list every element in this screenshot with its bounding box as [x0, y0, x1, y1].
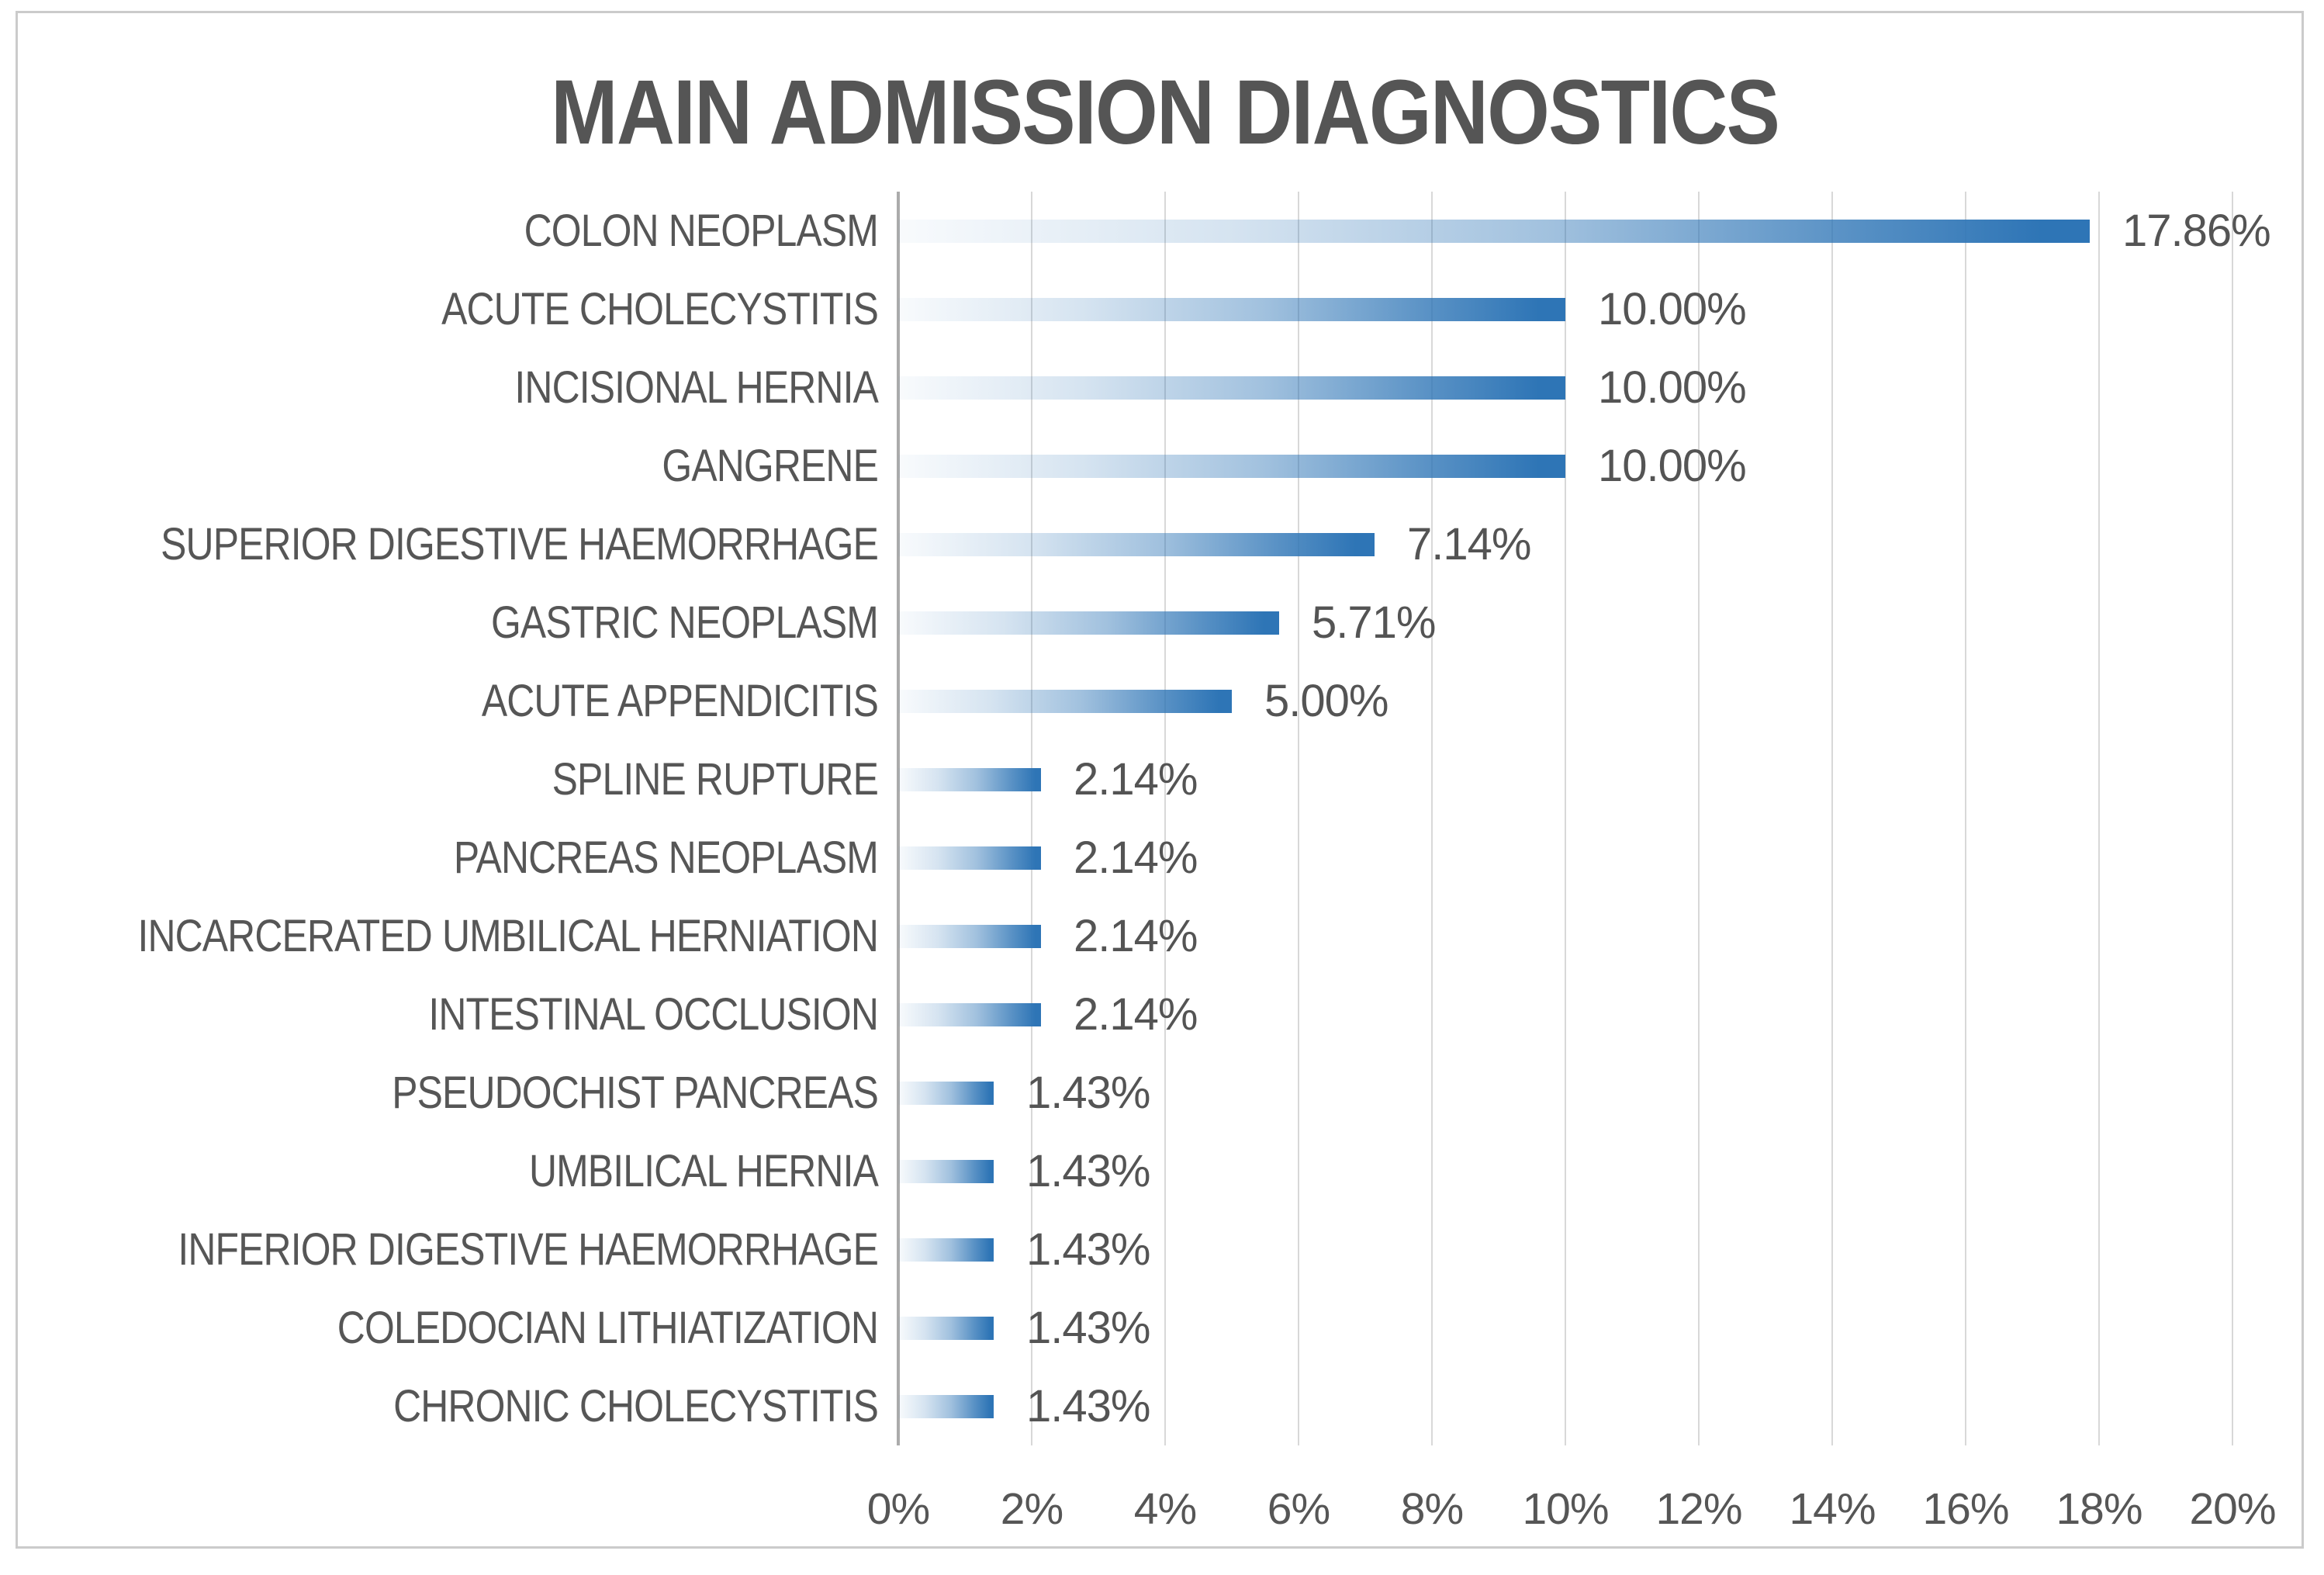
bar [898, 1316, 994, 1340]
y-axis-line [897, 192, 900, 1445]
vertical-gridline [1565, 192, 1566, 1445]
bar [898, 376, 1565, 400]
x-axis-tick-label: 8% [1400, 1484, 1464, 1534]
chart-title: MAIN ADMISSION DIAGNOSTICS [551, 61, 1780, 164]
x-axis-tick-label: 20% [2189, 1484, 2276, 1534]
bar [898, 1159, 994, 1183]
data-label: 5.71% [1312, 597, 1436, 648]
vertical-gridline [1298, 192, 1299, 1445]
x-axis-tick-label: 2% [1000, 1484, 1063, 1534]
data-label: 17.86% [2122, 205, 2271, 256]
bar [898, 689, 1232, 713]
category-label: PSEUDOCHIST PANCREAS [392, 1067, 879, 1118]
data-label: 2.14% [1074, 753, 1198, 805]
vertical-gridline [2098, 192, 2100, 1445]
category-label: ACUTE CHOLECYSTITIS [441, 283, 879, 334]
bar [898, 219, 2090, 243]
vertical-gridline [1431, 192, 1433, 1445]
bar [898, 1238, 994, 1262]
vertical-gridline [1164, 192, 1166, 1445]
x-axis-tick-label: 12% [1655, 1484, 1742, 1534]
chart-frame-border [16, 11, 2304, 1549]
bar [898, 532, 1375, 556]
data-label: 1.43% [1025, 1067, 1150, 1118]
data-label: 2.14% [1074, 832, 1198, 883]
bar [898, 767, 1042, 791]
category-label: SUPERIOR DIGESTIVE HAEMORRHAGE [161, 518, 879, 569]
category-label: INCISIONAL HERNIA [514, 362, 878, 413]
category-label: COLON NEOPLASM [524, 205, 879, 256]
x-axis-tick-label: 6% [1267, 1484, 1330, 1534]
data-label: 10.00% [1598, 283, 1747, 334]
vertical-gridline [1698, 192, 1700, 1445]
category-label: GASTRIC NEOPLASM [490, 597, 879, 648]
category-label: INFERIOR DIGESTIVE HAEMORRHAGE [178, 1224, 878, 1275]
category-label: INCARCERATED UMBILICAL HERNIATION [137, 910, 878, 961]
x-axis-tick-label: 4% [1133, 1484, 1197, 1534]
data-label: 10.00% [1598, 440, 1747, 491]
x-axis-tick-label: 14% [1789, 1484, 1876, 1534]
vertical-gridline [1965, 192, 1966, 1445]
category-label: INTESTINAL OCCLUSION [428, 988, 878, 1040]
x-axis-tick-label: 0% [866, 1484, 930, 1534]
category-label: SPLINE RUPTURE [552, 753, 879, 805]
data-label: 7.14% [1407, 518, 1531, 569]
bar [898, 297, 1565, 321]
bar [898, 1081, 994, 1105]
vertical-gridline [1831, 192, 1833, 1445]
category-label: PANCREAS NEOPLASM [453, 832, 879, 883]
bar [898, 846, 1042, 870]
x-axis-tick-label: 10% [1522, 1484, 1609, 1534]
data-label: 5.00% [1264, 675, 1389, 726]
data-label: 1.43% [1025, 1145, 1150, 1196]
category-label: CHRONIC CHOLECYSTITIS [393, 1380, 879, 1431]
data-label: 1.43% [1025, 1302, 1150, 1353]
category-label: GANGRENE [662, 440, 878, 491]
category-label: COLEDOCIAN LITHIATIZATION [337, 1302, 879, 1353]
category-label: ACUTE APPENDICITIS [481, 675, 879, 726]
data-label: 10.00% [1598, 362, 1747, 413]
data-label: 1.43% [1025, 1224, 1150, 1275]
x-axis-tick-label: 18% [2056, 1484, 2142, 1534]
data-label: 2.14% [1074, 910, 1198, 961]
x-axis-tick-label: 16% [1922, 1484, 2009, 1534]
category-label: UMBILICAL HERNIA [528, 1145, 879, 1196]
bar [898, 454, 1565, 478]
bar [898, 1394, 994, 1418]
bar [898, 924, 1042, 948]
vertical-gridline [1031, 192, 1032, 1445]
data-label: 2.14% [1074, 988, 1198, 1040]
data-label: 1.43% [1025, 1380, 1150, 1431]
bar [898, 1002, 1042, 1026]
bar [898, 611, 1280, 635]
vertical-gridline [2232, 192, 2233, 1445]
